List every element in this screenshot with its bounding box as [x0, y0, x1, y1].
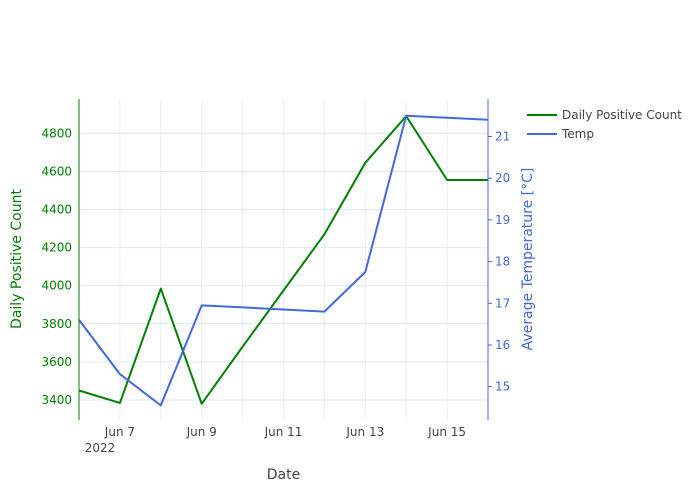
series-line-temp[interactable]	[78, 114, 489, 407]
series-layer	[78, 114, 489, 407]
y-left-tick-label: 4600	[41, 164, 72, 178]
x-tick-label: Jun 13	[345, 425, 384, 439]
y-left-tick-label: 4800	[41, 126, 72, 140]
y-left-axis-title: Daily Positive Count	[9, 189, 25, 329]
y-right-axis-title: Average Temperature [°C]	[520, 168, 536, 351]
legend: Daily Positive Count Temp	[527, 108, 682, 141]
y-right-tick-label: 20	[495, 171, 510, 185]
y-left-tick-label: 3600	[41, 355, 72, 369]
x-tick-label: Jun 9	[186, 425, 217, 439]
y-right-tick-label: 16	[495, 338, 510, 352]
y-right-tick-label: 15	[495, 380, 510, 394]
axes-layer	[78, 99, 489, 420]
y-right-tick-label: 19	[495, 213, 510, 227]
y-left-tick-label: 4000	[41, 279, 72, 293]
y-right-tick-label: 18	[495, 255, 510, 269]
legend-label-daily-positive-count: Daily Positive Count	[562, 108, 682, 122]
x-tick-label: Jun 15	[427, 425, 466, 439]
y-left-tick-label: 3400	[41, 393, 72, 407]
y-left-tick-label: 3800	[41, 317, 72, 331]
ticks-layer: Jun 7 Jun 9 Jun 11 Jun 13 Jun 15 3400 3600 3800…	[41, 126, 510, 439]
x-tick-label: Jun 11	[264, 425, 303, 439]
y-left-tick-label: 4200	[41, 241, 72, 255]
legend-item-daily-positive-count[interactable]: Daily Positive Count	[527, 108, 682, 122]
series-line-daily-positive-count[interactable]	[78, 115, 488, 405]
x-axis-title: Date	[267, 467, 300, 483]
legend-label-temp: Temp	[561, 127, 594, 141]
y-right-tick-label: 17	[495, 296, 510, 310]
legend-item-temp[interactable]: Temp	[527, 127, 594, 141]
x-tick-label: Jun 7	[104, 425, 135, 439]
y-right-tick-label: 21	[495, 130, 510, 144]
x-year-label: 2022	[85, 441, 116, 455]
y-left-tick-label: 4400	[41, 202, 72, 216]
